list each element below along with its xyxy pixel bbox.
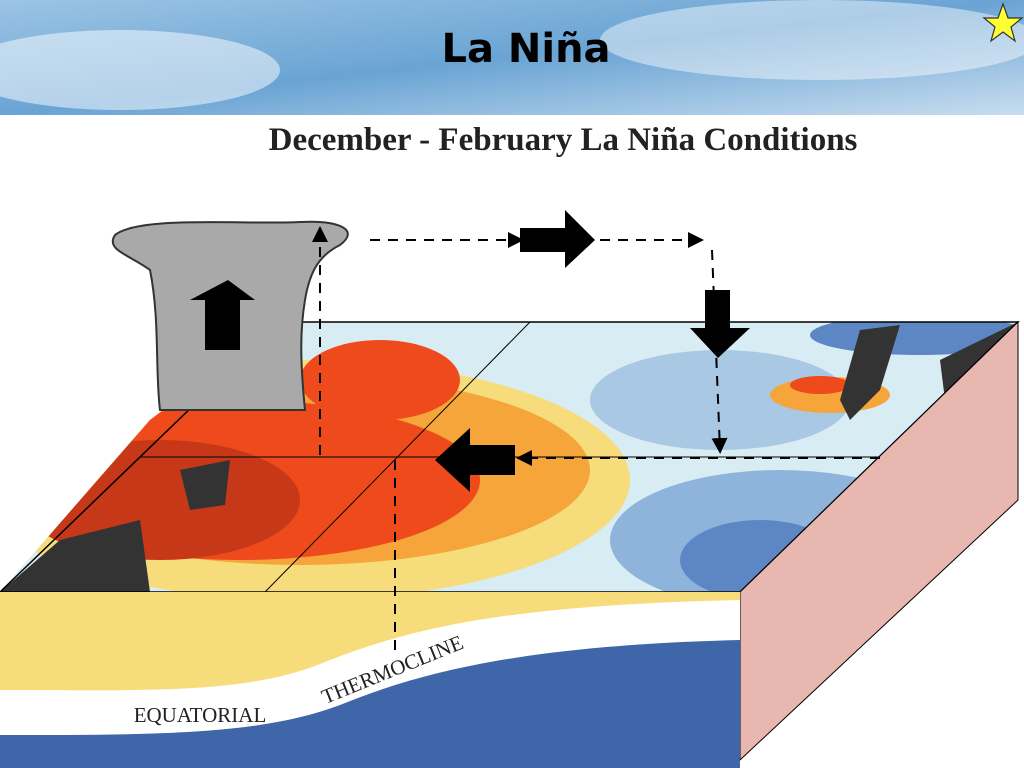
- star-icon[interactable]: [982, 2, 1024, 43]
- trade-wind-arrow: [435, 428, 515, 492]
- deep-water: [0, 640, 740, 768]
- diagram-title: December - February La Niña Conditions: [269, 122, 858, 158]
- wind-arrow: [520, 210, 595, 268]
- slide-title: La Niña: [441, 26, 610, 72]
- updraft-arrow: [190, 280, 255, 350]
- equatorial-label: EQUATORIAL: [134, 703, 267, 727]
- cloud-deco: [600, 0, 1024, 80]
- cloud-deco: [0, 30, 280, 110]
- circulation: [312, 226, 880, 650]
- subsidence-arrow: [690, 290, 750, 358]
